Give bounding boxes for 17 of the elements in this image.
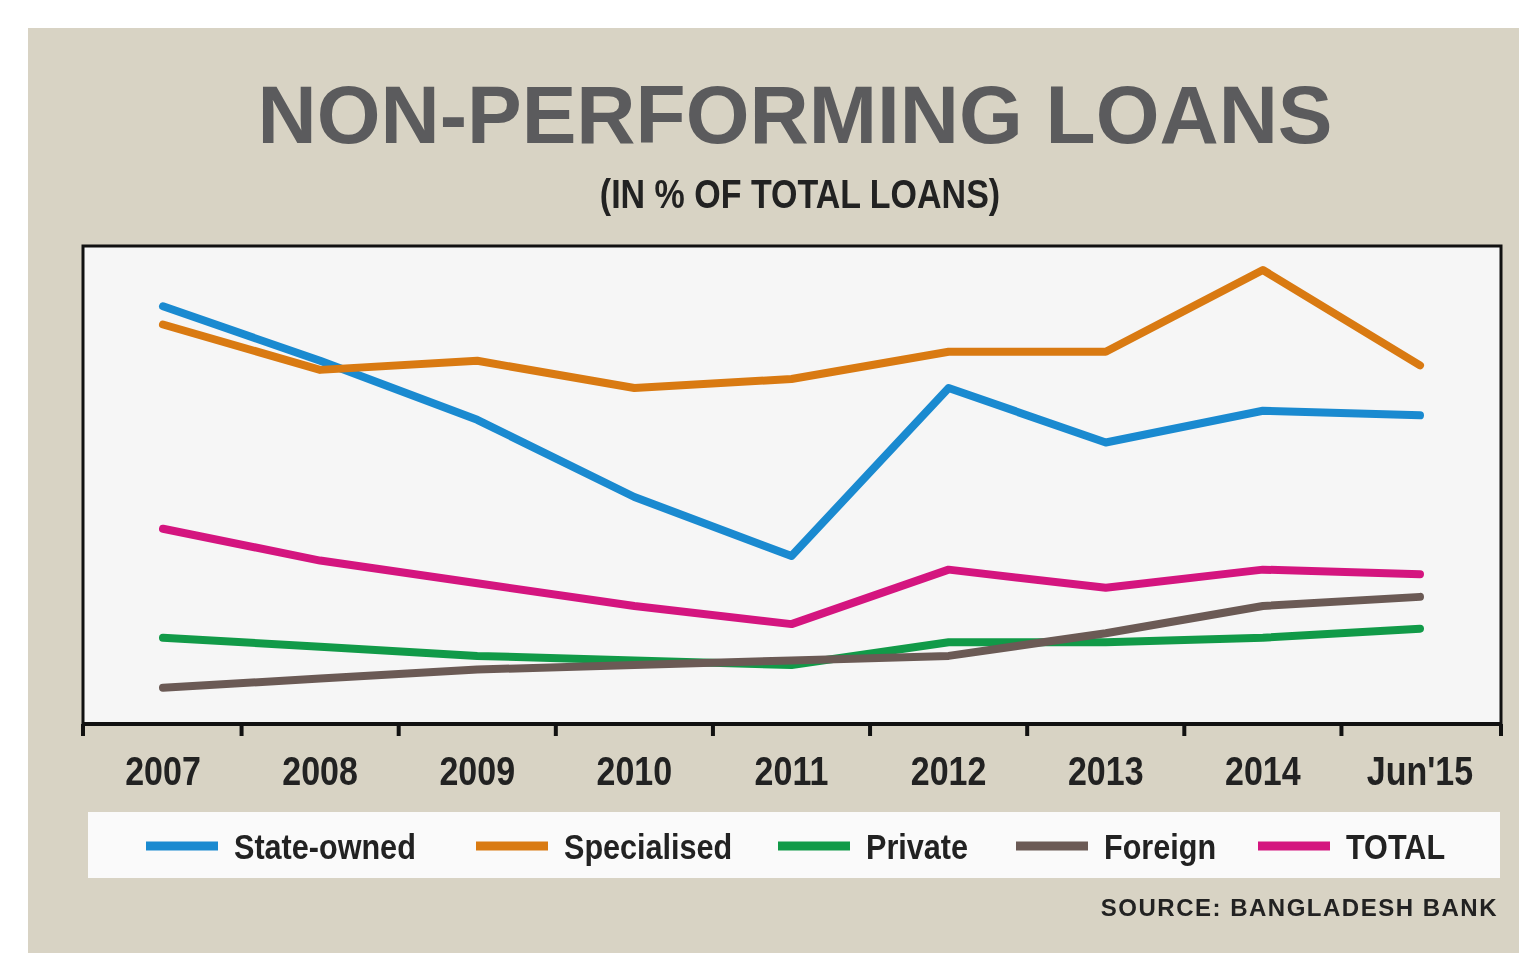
legend-label: Foreign xyxy=(1104,826,1217,867)
x-tick-label: 2008 xyxy=(282,748,358,794)
legend-label: TOTAL xyxy=(1346,826,1446,867)
x-tick-label: 2014 xyxy=(1225,748,1302,794)
x-tick-label: 2010 xyxy=(596,748,673,794)
x-tick-label: Jun'15 xyxy=(1366,748,1474,794)
x-tick-label: 2007 xyxy=(125,748,201,794)
chart-subtitle: (IN % OF TOTAL LOANS) xyxy=(599,171,1001,217)
x-tick-label: 2013 xyxy=(1067,748,1144,794)
chart-title: NON-PERFORMING LOANS xyxy=(257,69,1333,160)
legend-label: State-owned xyxy=(234,826,416,867)
x-tick-label: 2011 xyxy=(754,748,829,794)
x-tick-label: 2012 xyxy=(910,748,987,794)
x-tick-label: 2009 xyxy=(439,748,516,794)
legend-label: Specialised xyxy=(564,826,733,867)
source-note: SOURCE: BANGLADESH BANK xyxy=(1100,894,1498,921)
legend-label: Private xyxy=(866,826,969,867)
